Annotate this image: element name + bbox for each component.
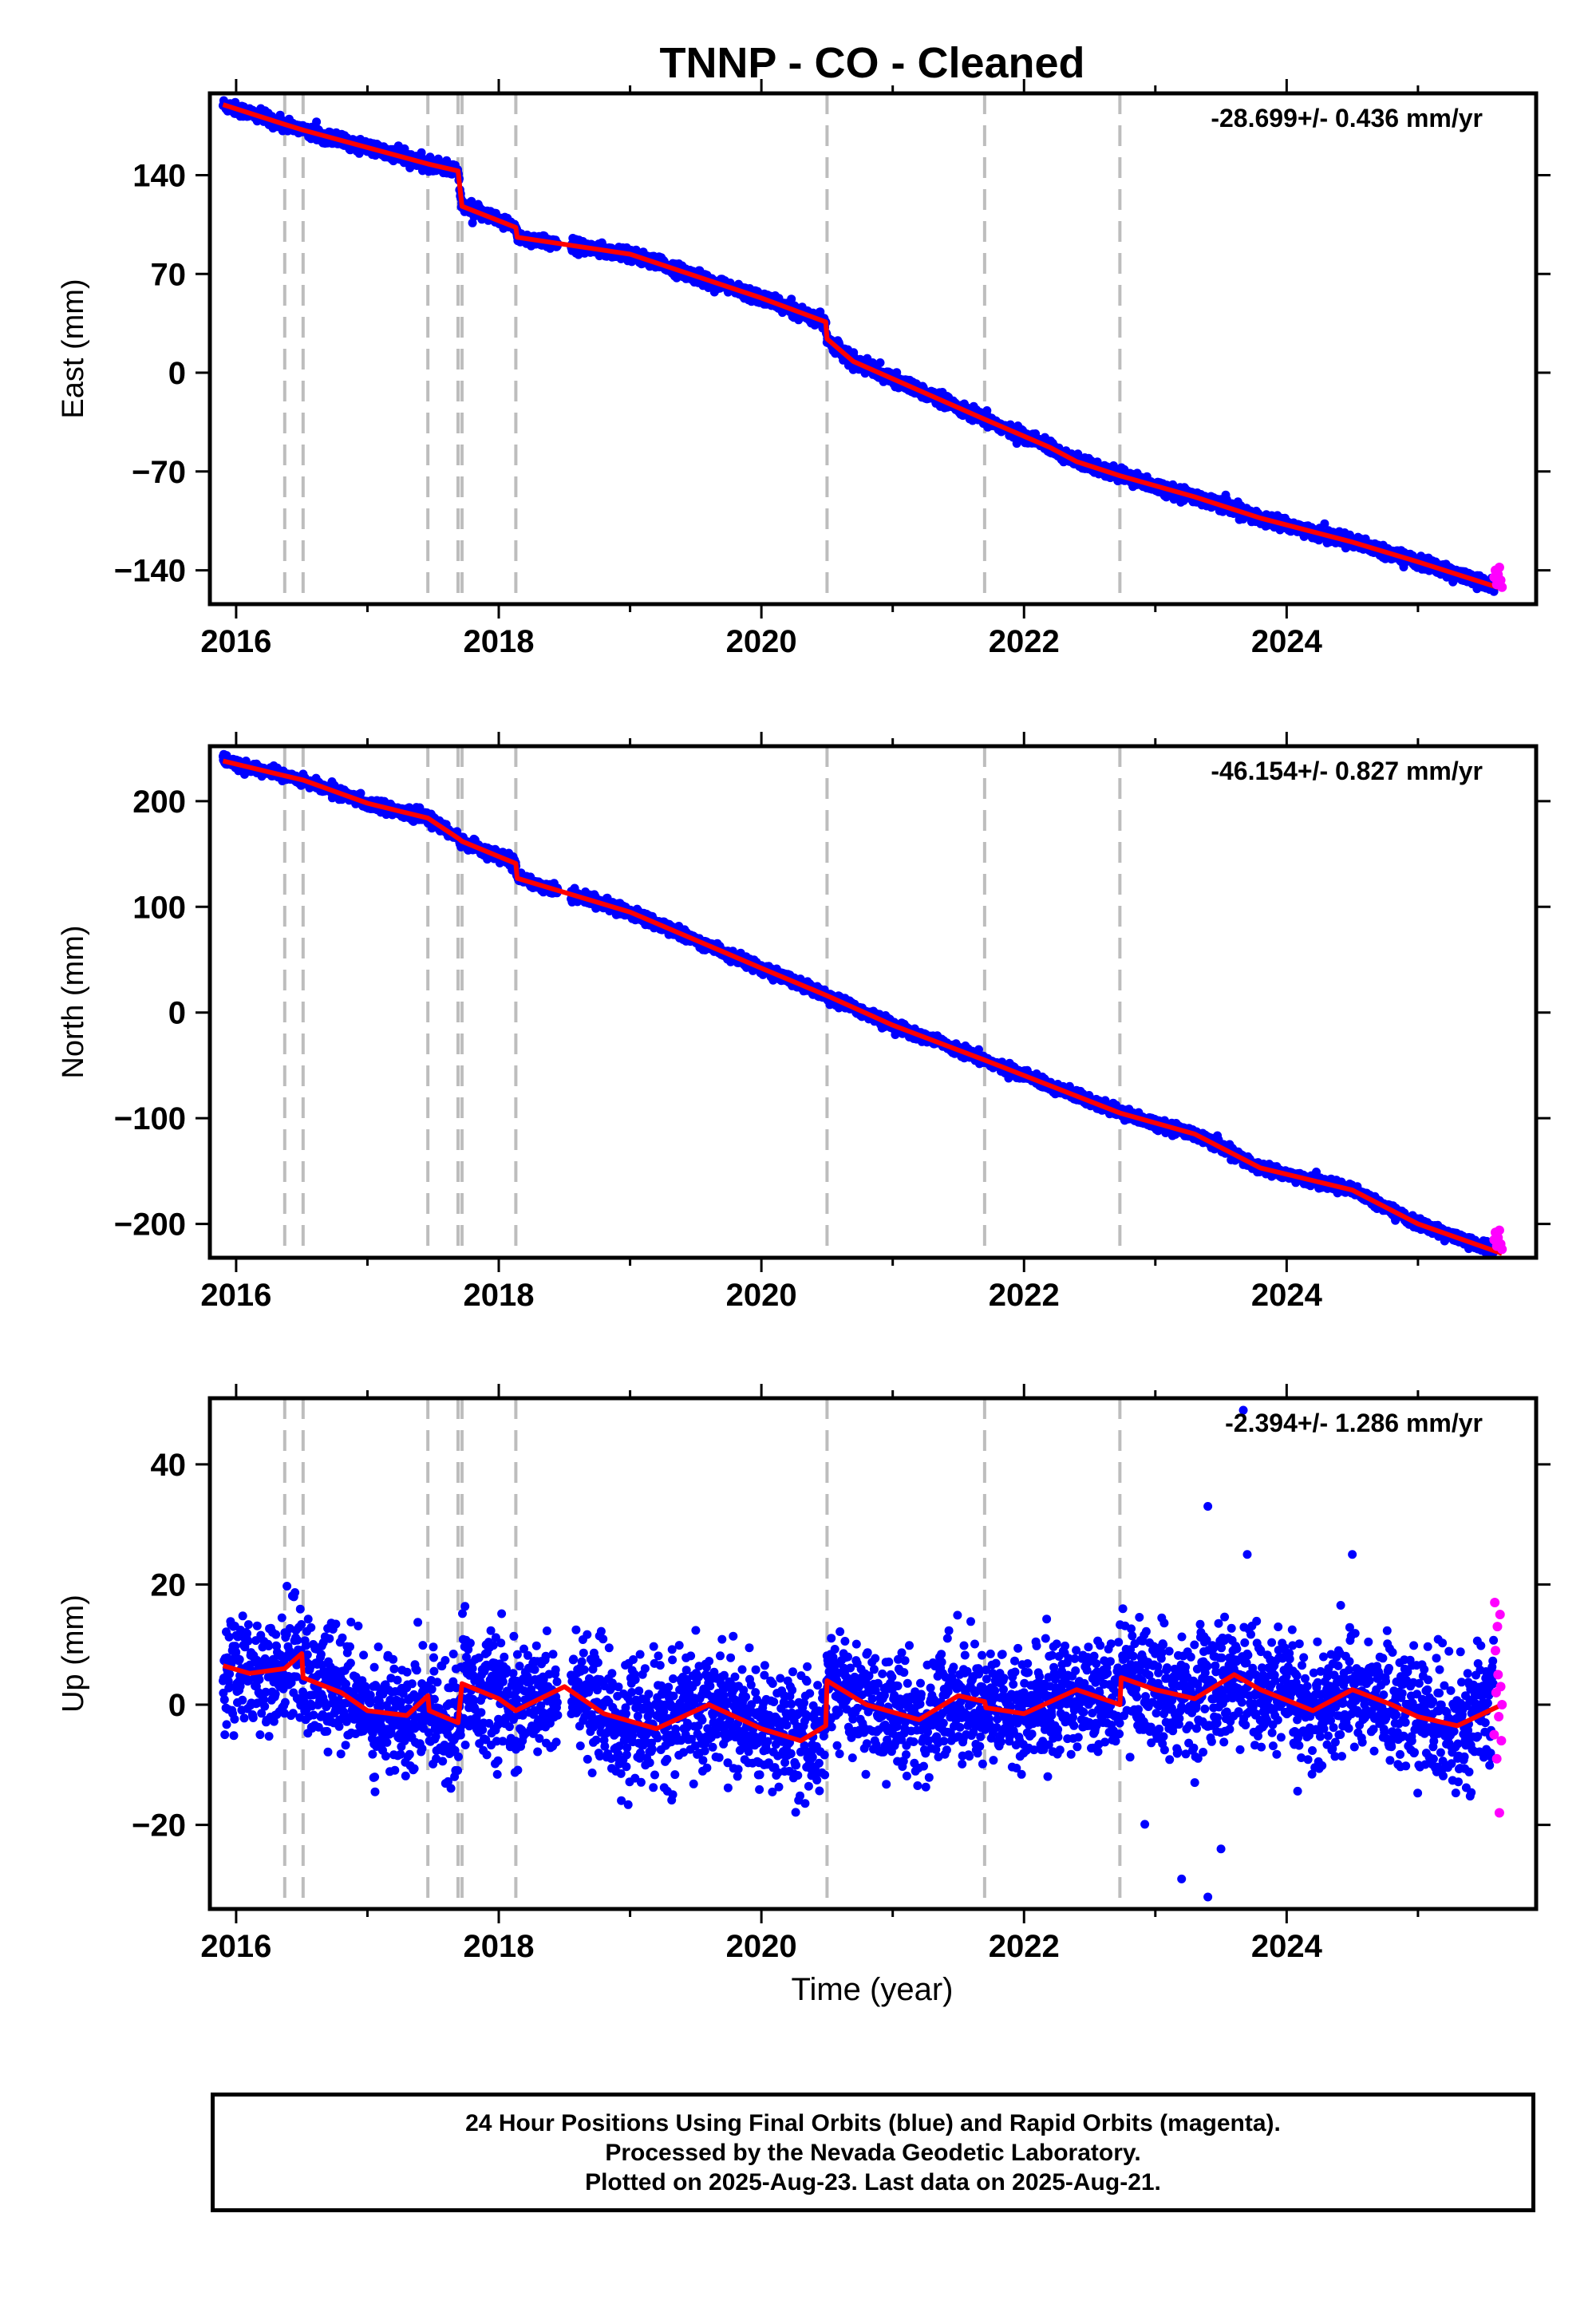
x-tick-label: 2022 (989, 624, 1060, 659)
x-tick-label: 2020 (726, 624, 797, 659)
rapid-point (1494, 563, 1504, 573)
data-point (1320, 519, 1329, 528)
rate-label-east: -28.699+/- 0.436 mm/yr (1211, 104, 1483, 132)
data-point (1489, 587, 1499, 596)
panel-east: 2016 2018 2020 2022 2024 −140 −70 0 70 140 East (m… (57, 79, 1551, 659)
plot-area-east (219, 93, 1507, 604)
chart-title: TNNP - CO - Cleaned (659, 39, 1084, 87)
panels: 2016 2018 2020 2022 2024 −140 −70 0 70 140 East (m… (57, 79, 1551, 1964)
data-point (356, 788, 365, 798)
data-point (875, 358, 885, 367)
y-tick-label: −140 (114, 554, 186, 589)
y-axis-label-east: East (mm) (57, 279, 90, 418)
frame-east (207, 91, 1539, 607)
panel-north: 2016 2018 2020 2022 2024−200−1000100200North… (57, 732, 1551, 1313)
rapid-point (1497, 582, 1507, 592)
y-tick-label: −70 (132, 455, 186, 490)
data-point (312, 117, 322, 127)
model-line-east (222, 102, 1503, 591)
x-tick-label: 2016 (200, 624, 271, 659)
x-tick-label: 2024 (1251, 624, 1323, 659)
plot-area-north (219, 746, 1507, 1258)
y-tick-label: 0 (168, 356, 186, 391)
x-tick-label: 2018 (464, 624, 535, 659)
data-point (787, 294, 796, 304)
final-points-east (219, 96, 1499, 596)
data-point (467, 196, 476, 206)
y-tick-label: 70 (151, 257, 187, 292)
y-tick-label: 140 (132, 159, 186, 194)
